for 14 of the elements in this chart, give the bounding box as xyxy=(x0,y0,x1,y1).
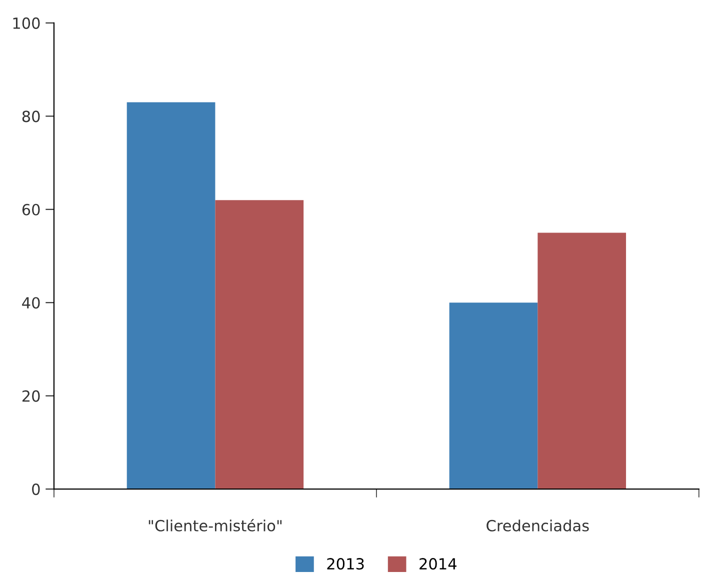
bar xyxy=(215,200,304,490)
y-tick-label: 20 xyxy=(22,390,40,402)
y-tick-label: 40 xyxy=(22,297,40,309)
bar xyxy=(126,102,216,490)
bar xyxy=(449,302,538,490)
x-tick-label: "Cliente-mistério" xyxy=(148,518,282,532)
y-tick-label: 0 xyxy=(32,484,40,496)
y-tick-label: 80 xyxy=(22,110,40,122)
x-tick-label: Credenciadas xyxy=(486,520,589,532)
legend-label: 2014 xyxy=(420,558,456,570)
y-tick-label: 60 xyxy=(22,204,40,216)
bar xyxy=(538,232,626,490)
legend-label: 2013 xyxy=(327,558,364,570)
y-tick-label: 100 xyxy=(13,17,40,29)
